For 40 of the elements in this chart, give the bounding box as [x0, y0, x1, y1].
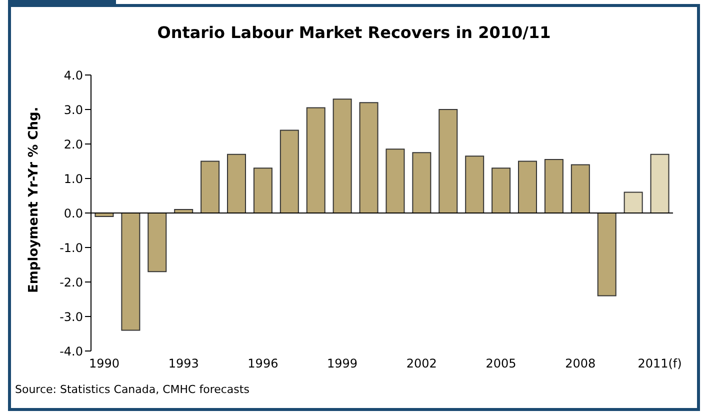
y-tick-label: -1.0 [60, 240, 83, 255]
bar [518, 160, 538, 214]
bar [253, 168, 272, 214]
bar [386, 148, 405, 214]
y-tick-label: 4.0 [64, 68, 83, 82]
bar [492, 168, 511, 214]
bar [280, 130, 299, 214]
bar [148, 212, 167, 272]
bar [570, 164, 590, 214]
y-tick-label: 1.0 [64, 172, 83, 186]
x-tick-label: 2011(f) [638, 356, 682, 371]
x-tick-label: 2008 [565, 356, 596, 371]
x-tick-label: 2005 [486, 356, 516, 371]
bar [306, 107, 326, 214]
y-tick-label: 2.0 [64, 137, 83, 152]
x-tick-label: 2002 [406, 356, 437, 371]
bar [121, 212, 140, 331]
bar [650, 154, 670, 214]
bar [359, 102, 378, 214]
y-tick-label: 3.0 [64, 102, 83, 117]
source-note: Source: Statistics Canada, CMHC forecasts [15, 383, 250, 396]
y-axis-title: Employment Yr-Yr % Chg. [26, 106, 42, 293]
bar [597, 212, 616, 296]
bar [544, 159, 564, 214]
bar [227, 154, 246, 214]
bar [412, 152, 432, 214]
y-tick-label: 0.0 [64, 206, 83, 220]
y-tick-label: -2.0 [60, 275, 83, 290]
x-tick-label: 1996 [248, 356, 278, 371]
x-tick-label: 1993 [168, 356, 199, 371]
bar [200, 160, 220, 214]
chart-title: Ontario Labour Market Recovers in 2010/11 [156, 23, 552, 42]
x-tick-label: 1999 [327, 356, 358, 371]
y-tick-label: -4.0 [60, 344, 83, 358]
bar [438, 109, 458, 214]
x-tick-label: 1990 [88, 356, 120, 371]
bar [465, 156, 484, 214]
y-tick-label: -3.0 [60, 310, 83, 324]
bar [332, 98, 352, 214]
bar [624, 192, 643, 214]
